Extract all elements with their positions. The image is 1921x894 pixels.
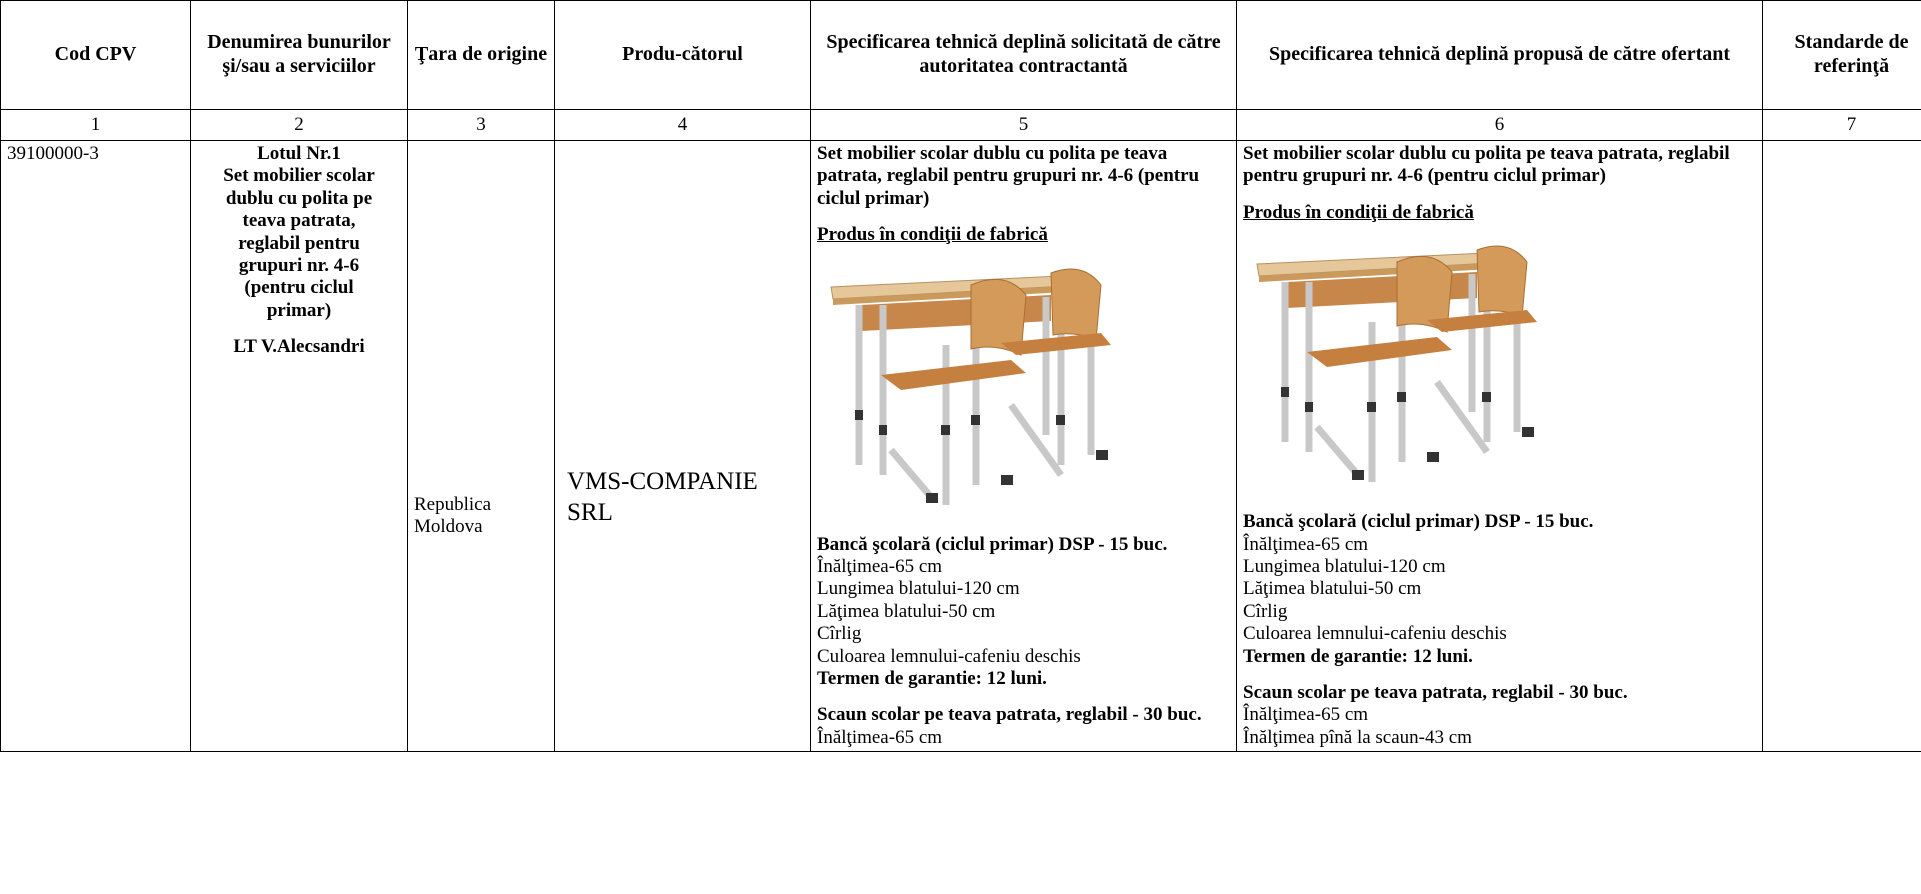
chair-line: Înălţimea-65 cm bbox=[1243, 704, 1369, 726]
requested-cell: Set mobilier scolar dublu cu polita pe t… bbox=[810, 139, 1237, 753]
furniture-image bbox=[1256, 245, 1537, 483]
header-row: Cod CPV Denumirea bunurilor şi/sau a serv… bbox=[0, 0, 1921, 110]
spec-title: Set mobilier scolar dublu cu polita pe t… bbox=[817, 143, 1200, 209]
country-cell: Republica Moldova bbox=[407, 139, 555, 753]
spec-condition: Produs în condiţii de fabrică bbox=[1243, 201, 1474, 223]
bench-line: Culoarea lemnului-cafeniu deschis bbox=[817, 645, 1081, 667]
country: Republica Moldova bbox=[414, 494, 492, 538]
bench-heading: Bancă şcolară (ciclul primar) DSP - 15 b… bbox=[1243, 511, 1594, 533]
bench-line: Lungimea blatului-120 cm bbox=[817, 578, 1020, 600]
cpv: 39100000-3 bbox=[7, 143, 99, 164]
column-number: 2 bbox=[190, 109, 408, 141]
column-number: 4 bbox=[554, 109, 811, 141]
school: LT V.Alecsandri bbox=[233, 336, 365, 358]
description: Set mobilier scolar dublu cu polita pe t… bbox=[223, 165, 375, 321]
column-header: Specificarea tehnică deplină propusă de … bbox=[1236, 0, 1763, 110]
furniture-image bbox=[830, 268, 1111, 505]
bench-line: Lăţimea blatului-50 cm bbox=[1243, 578, 1422, 600]
producer-cell: VMS-COMPANIE SRL bbox=[554, 139, 811, 753]
chair-line: Înălţimea pînă la scaun-43 cm bbox=[1243, 726, 1472, 748]
warranty: Termen de garantie: 12 luni. bbox=[1243, 645, 1473, 667]
specification-table: Cod CPV Denumirea bunurilor şi/sau a serv… bbox=[0, 0, 1921, 753]
column-number: 1 bbox=[0, 109, 191, 141]
column-number: 7 bbox=[1762, 109, 1921, 141]
column-header: Denumirea bunurilor şi/sau a serviciilor bbox=[190, 0, 408, 110]
cpv-cell: 39100000-3 bbox=[0, 139, 191, 753]
spec-condition: Produs în condiţii de fabrică bbox=[817, 224, 1048, 246]
producer: VMS-COMPANIE SRL bbox=[567, 468, 758, 527]
column-header: Specificarea tehnică deplină solicitată … bbox=[810, 0, 1237, 110]
column-header: Cod CPV bbox=[0, 0, 191, 110]
bench-line: Culoarea lemnului-cafeniu deschis bbox=[1243, 623, 1507, 645]
lot: Lotul Nr.1 bbox=[257, 143, 341, 164]
column-header: Produ-cătorul bbox=[554, 0, 811, 110]
warranty: Termen de garantie: 12 luni. bbox=[817, 668, 1047, 690]
bench-line: Înălţimea-65 cm bbox=[1243, 533, 1369, 555]
bench-line: Lăţimea blatului-50 cm bbox=[817, 600, 996, 622]
column-number: 5 bbox=[810, 109, 1237, 141]
bench-heading: Bancă şcolară (ciclul primar) DSP - 15 b… bbox=[817, 533, 1168, 555]
name-cell: Lotul Nr.1 Set mobilier scolar dublu cu … bbox=[190, 139, 408, 753]
column-number: 6 bbox=[1236, 109, 1763, 141]
chair-heading: Scaun scolar pe teava patrata, reglabil … bbox=[1243, 682, 1628, 704]
bench-line: Cîrlig bbox=[1243, 600, 1288, 622]
column-header: Ţara de origine bbox=[407, 0, 555, 110]
spec-title: Set mobilier scolar dublu cu polita pe t… bbox=[1243, 143, 1730, 187]
chair-line: Înălţimea-65 cm bbox=[817, 726, 943, 748]
bench-line: Lungimea blatului-120 cm bbox=[1243, 556, 1446, 578]
column-number: 3 bbox=[407, 109, 555, 141]
chair-heading: Scaun scolar pe teava patrata, reglabil … bbox=[817, 704, 1202, 726]
offered-cell: Set mobilier scolar dublu cu polita pe t… bbox=[1236, 139, 1763, 753]
bench-line: Cîrlig bbox=[817, 623, 862, 645]
item-row: 39100000-3 Lotul Nr.1 Set mobilier scola… bbox=[0, 139, 1921, 753]
bench-line: Înălţimea-65 cm bbox=[817, 556, 943, 578]
column-header: Standarde de referinţă bbox=[1762, 0, 1921, 110]
standards-cell bbox=[1762, 139, 1921, 753]
